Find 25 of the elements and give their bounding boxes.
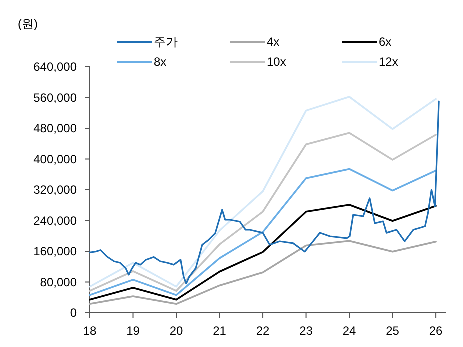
y-tick-label: 160,000 (34, 244, 78, 258)
legend-label: 12x (379, 55, 398, 69)
legend-label: 6x (379, 35, 392, 49)
y-axis-title: (원) (18, 17, 38, 31)
x-tick-label: 23 (300, 324, 314, 338)
y-tick-label: 560,000 (34, 90, 78, 105)
y-tick-label: 240,000 (34, 214, 78, 228)
legend-label: 4x (267, 35, 280, 49)
y-tick-label: 320,000 (34, 183, 78, 197)
x-tick-label: 25 (386, 324, 400, 338)
x-tick-label: 18 (83, 324, 97, 338)
legend-label: 8x (154, 55, 167, 69)
legend-label: 주가 (154, 35, 178, 49)
y-tick-label: 480,000 (34, 122, 78, 136)
y-tick-label: 400,000 (34, 152, 78, 166)
x-tick-label: 24 (342, 324, 357, 338)
y-tick-label: 80,000 (40, 275, 78, 290)
x-tick-label: 19 (126, 324, 140, 338)
x-tick-label: 20 (170, 324, 184, 338)
y-tick-label: 640,000 (34, 60, 78, 74)
x-tick-label: 21 (213, 324, 227, 338)
y-tick-label: 0 (70, 306, 78, 320)
x-tick-label: 26 (429, 324, 444, 338)
x-tick-label: 22 (256, 324, 270, 338)
legend-label: 10x (267, 55, 286, 69)
